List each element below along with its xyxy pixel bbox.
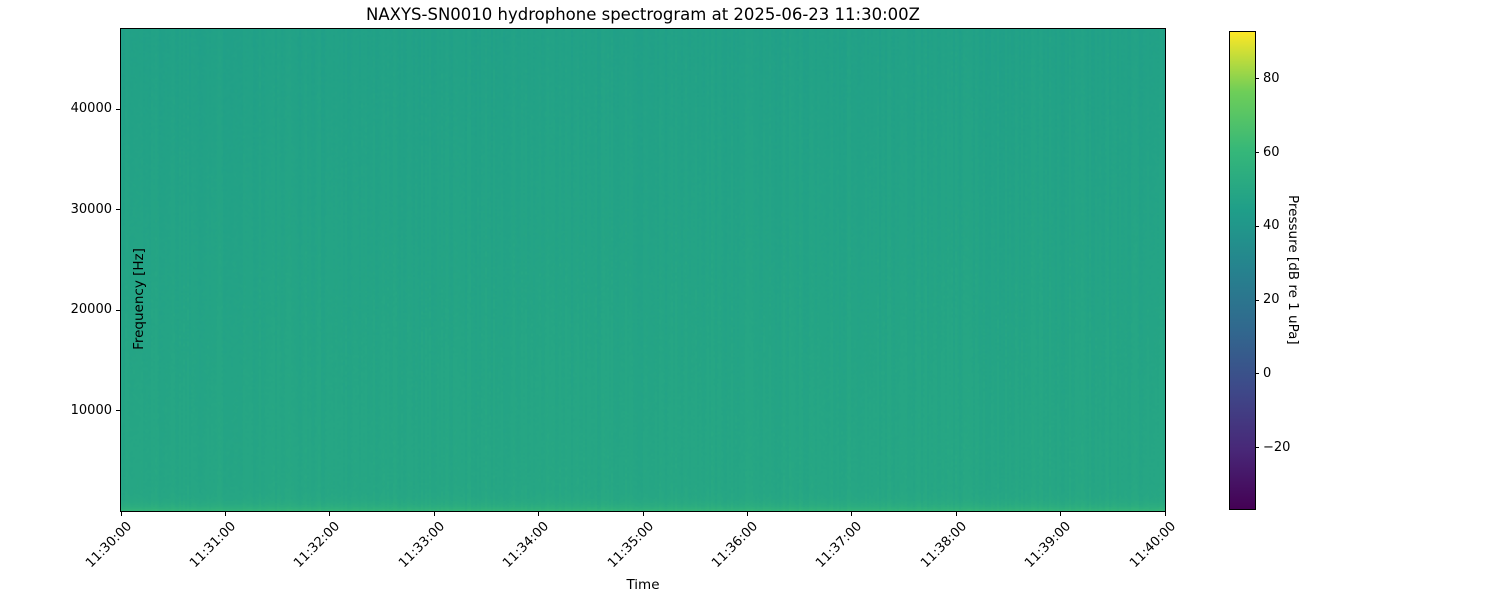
x-tick-label: 11:37:00 — [813, 519, 866, 571]
x-tick-mark — [120, 512, 122, 516]
x-tick-label: 11:30:00 — [82, 519, 135, 571]
colorbar — [1229, 31, 1256, 510]
x-tick-mark — [224, 512, 226, 516]
y-tick-label: 20000 — [70, 302, 112, 318]
x-tick-mark — [746, 512, 748, 516]
y-tick-mark — [116, 209, 120, 211]
y-tick-mark — [116, 108, 120, 110]
colorbar-tick-mark — [1255, 373, 1259, 375]
x-tick-mark — [1060, 512, 1062, 516]
colorbar-tick-mark — [1255, 447, 1259, 449]
colorbar-tick-label: 60 — [1263, 144, 1280, 160]
x-axis-label: Time — [626, 577, 660, 593]
x-tick-label: 11:38:00 — [917, 519, 970, 571]
x-tick-label: 11:31:00 — [187, 519, 240, 571]
colorbar-tick-label: 40 — [1263, 218, 1280, 234]
y-tick-mark — [116, 309, 120, 311]
x-tick-mark — [1164, 512, 1166, 516]
x-tick-label: 11:39:00 — [1022, 519, 1075, 571]
y-axis-label: Frequency [Hz] — [131, 248, 147, 350]
colorbar-tick-mark — [1255, 152, 1259, 154]
colorbar-tick-mark — [1255, 78, 1259, 80]
colorbar-label: Pressure [dB re 1 uPa] — [1285, 195, 1301, 345]
y-tick-label: 30000 — [70, 201, 112, 217]
x-tick-label: 11:33:00 — [395, 519, 448, 571]
x-tick-label: 11:34:00 — [500, 519, 553, 571]
y-tick-label: 10000 — [70, 402, 112, 418]
colorbar-tick-label: 80 — [1263, 70, 1280, 86]
y-tick-mark — [116, 410, 120, 412]
x-tick-mark — [329, 512, 331, 516]
spectrogram-heatmap — [121, 29, 1165, 511]
x-tick-label: 11:35:00 — [604, 519, 657, 571]
colorbar-tick-mark — [1255, 225, 1259, 227]
x-tick-mark — [433, 512, 435, 516]
x-tick-mark — [955, 512, 957, 516]
x-tick-label: 11:32:00 — [291, 519, 344, 571]
colorbar-tick-label: −20 — [1263, 439, 1291, 455]
x-tick-mark — [851, 512, 853, 516]
x-tick-mark — [538, 512, 540, 516]
chart-title: NAXYS-SN0010 hydrophone spectrogram at 2… — [366, 5, 920, 24]
x-tick-label: 11:36:00 — [709, 519, 762, 571]
plot-area: Frequency [Hz] — [120, 28, 1166, 512]
x-tick-label: 11:40:00 — [1126, 519, 1179, 571]
x-tick-mark — [642, 512, 644, 516]
y-tick-label: 40000 — [70, 101, 112, 117]
colorbar-tick-label: 20 — [1263, 292, 1280, 308]
colorbar-tick-mark — [1255, 299, 1259, 301]
colorbar-tick-label: 0 — [1263, 365, 1272, 381]
